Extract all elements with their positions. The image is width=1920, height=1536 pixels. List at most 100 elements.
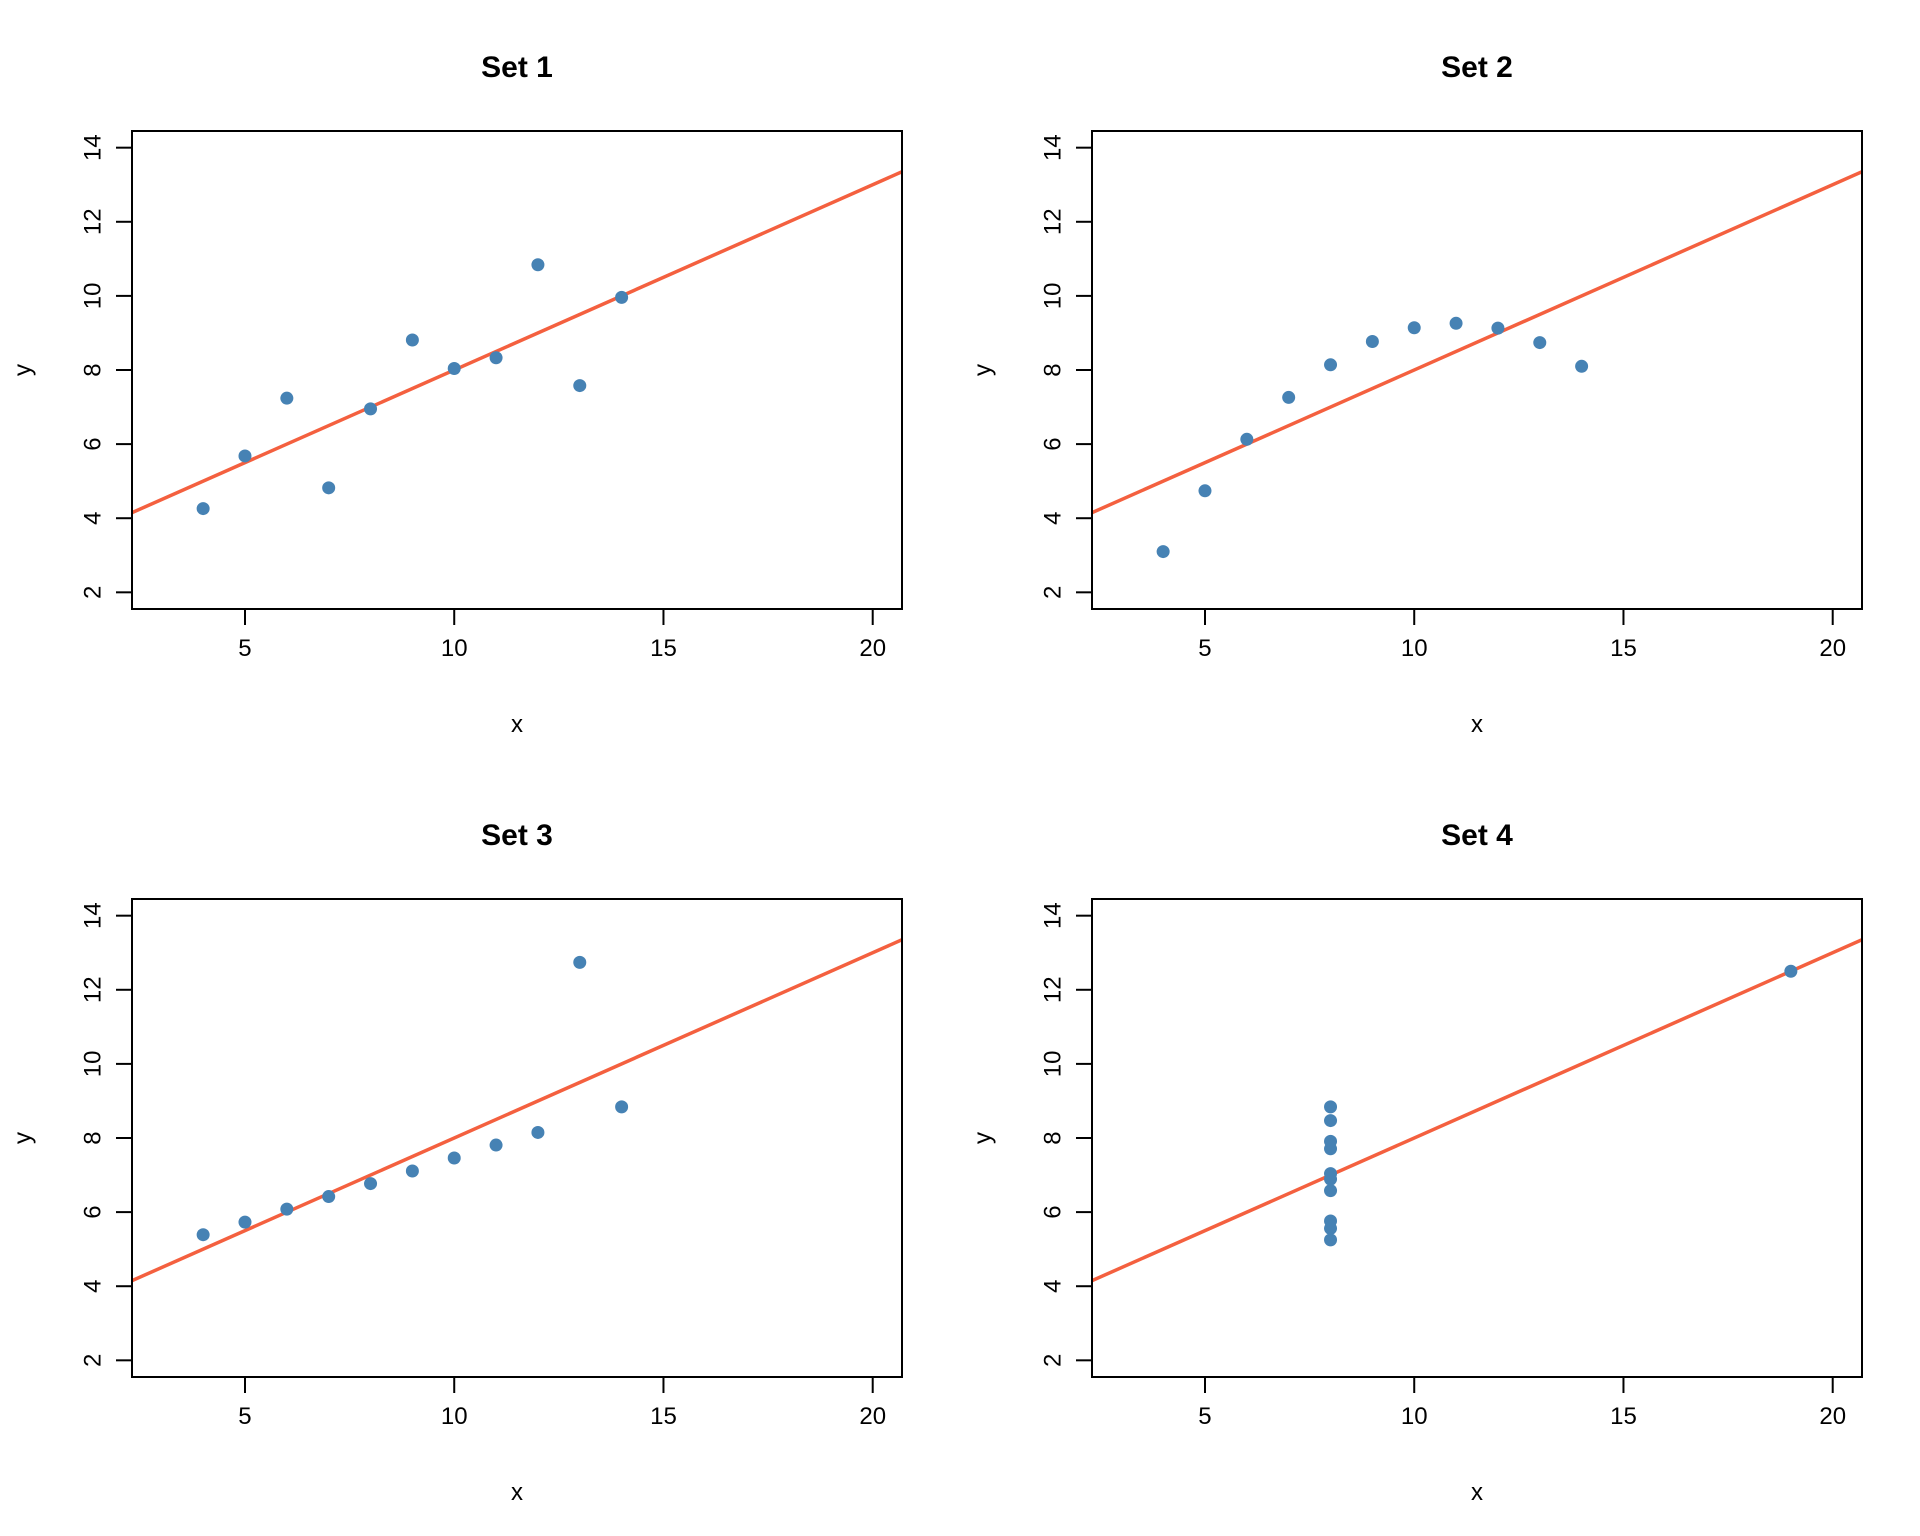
y-axis-label: y [10, 364, 37, 376]
data-point [615, 290, 629, 304]
data-point [531, 258, 545, 272]
data-point [573, 379, 587, 393]
y-axis-label: y [10, 1132, 37, 1144]
x-tick-label: 20 [1819, 635, 1846, 662]
data-point [1324, 1100, 1338, 1114]
y-tick-label: 14 [1040, 902, 1067, 929]
y-tick-label: 8 [80, 363, 107, 376]
data-point [1365, 334, 1379, 348]
y-tick-label: 10 [1040, 1051, 1067, 1078]
x-tick-label: 20 [859, 1403, 886, 1430]
y-axis-label: y [970, 364, 997, 376]
data-point [405, 333, 419, 347]
x-tick-label: 10 [441, 635, 468, 662]
y-tick-label: 4 [1040, 512, 1067, 525]
y-tick-label: 6 [80, 1205, 107, 1218]
panel-set-2: Set 2 5 10 15 20 2 4 6 8 10 12 14 x y [970, 51, 1863, 738]
plot-frame [131, 898, 903, 1378]
data-point [615, 1100, 629, 1114]
panel-set-3: Set 3 5 10 15 20 2 4 6 8 10 12 14 x y [10, 819, 903, 1506]
y-tick-label: 4 [80, 1280, 107, 1293]
data-point [196, 1228, 210, 1242]
x-axis-label: x [511, 711, 523, 738]
data-point [1491, 321, 1505, 335]
x-axis-label: x [511, 1479, 523, 1506]
plot-frame [131, 130, 903, 610]
data-point [1324, 1221, 1338, 1235]
panel-set-4: Set 4 5 10 15 20 2 4 6 8 10 12 14 x y [970, 819, 1863, 1506]
x-tick-label: 5 [238, 1403, 251, 1430]
data-point [1784, 964, 1798, 978]
y-tick-label: 4 [80, 512, 107, 525]
data-point [1407, 321, 1421, 335]
data-point [489, 1138, 503, 1152]
y-tick-label: 14 [80, 134, 107, 161]
y-tick-label: 10 [80, 283, 107, 310]
y-tick-label: 4 [1040, 1280, 1067, 1293]
x-tick-label: 5 [1198, 635, 1211, 662]
data-point [196, 502, 210, 516]
y-tick-label: 12 [80, 208, 107, 235]
data-point [322, 1190, 336, 1204]
data-point [489, 351, 503, 365]
data-point [1240, 432, 1254, 446]
data-point [1324, 1184, 1338, 1198]
y-tick-label: 10 [1040, 283, 1067, 310]
data-point [1282, 390, 1296, 404]
data-point [1324, 1233, 1338, 1247]
panel-title: Set 3 [481, 819, 553, 852]
y-tick-label: 2 [80, 586, 107, 599]
data-point [1449, 316, 1463, 330]
y-tick-label: 14 [1040, 134, 1067, 161]
y-tick-label: 10 [80, 1051, 107, 1078]
x-tick-label: 15 [650, 635, 677, 662]
data-point [447, 1151, 461, 1165]
data-point [1533, 336, 1547, 350]
y-tick-label: 8 [1040, 363, 1067, 376]
data-point [405, 1164, 419, 1178]
data-point [280, 391, 294, 405]
x-tick-label: 10 [1401, 1403, 1428, 1430]
x-tick-label: 15 [1610, 635, 1637, 662]
x-tick-label: 5 [1198, 1403, 1211, 1430]
y-tick-label: 2 [1040, 1354, 1067, 1367]
y-tick-label: 8 [1040, 1131, 1067, 1144]
y-tick-label: 2 [1040, 586, 1067, 599]
x-tick-label: 15 [1610, 1403, 1637, 1430]
x-tick-label: 10 [441, 1403, 468, 1430]
data-point [1324, 1172, 1338, 1186]
panel-title: Set 4 [1441, 819, 1513, 852]
y-tick-label: 6 [80, 437, 107, 450]
data-point [1575, 359, 1589, 373]
regression-line [1092, 170, 1862, 515]
y-tick-label: 14 [80, 902, 107, 929]
data-point [1198, 484, 1212, 498]
y-tick-label: 12 [80, 976, 107, 1003]
data-point [280, 1202, 294, 1216]
data-point [322, 481, 336, 495]
x-tick-label: 5 [238, 635, 251, 662]
y-tick-label: 6 [1040, 437, 1067, 450]
y-tick-label: 12 [1040, 976, 1067, 1003]
x-tick-label: 20 [859, 635, 886, 662]
data-point [531, 1125, 545, 1139]
data-point [238, 449, 252, 463]
y-tick-label: 8 [80, 1131, 107, 1144]
y-tick-label: 2 [80, 1354, 107, 1367]
data-point [1156, 545, 1170, 559]
data-point [573, 955, 587, 969]
data-point [1324, 1114, 1338, 1128]
data-point [447, 362, 461, 376]
regression-line [132, 170, 902, 515]
data-point [364, 402, 378, 416]
x-tick-label: 10 [1401, 635, 1428, 662]
data-point [238, 1215, 252, 1229]
data-point [364, 1177, 378, 1191]
panel-title: Set 2 [1441, 51, 1513, 84]
regression-line [132, 938, 902, 1283]
x-tick-label: 15 [650, 1403, 677, 1430]
regression-line [1092, 938, 1862, 1283]
x-axis-label: x [1471, 1479, 1483, 1506]
y-axis-label: y [970, 1132, 997, 1144]
